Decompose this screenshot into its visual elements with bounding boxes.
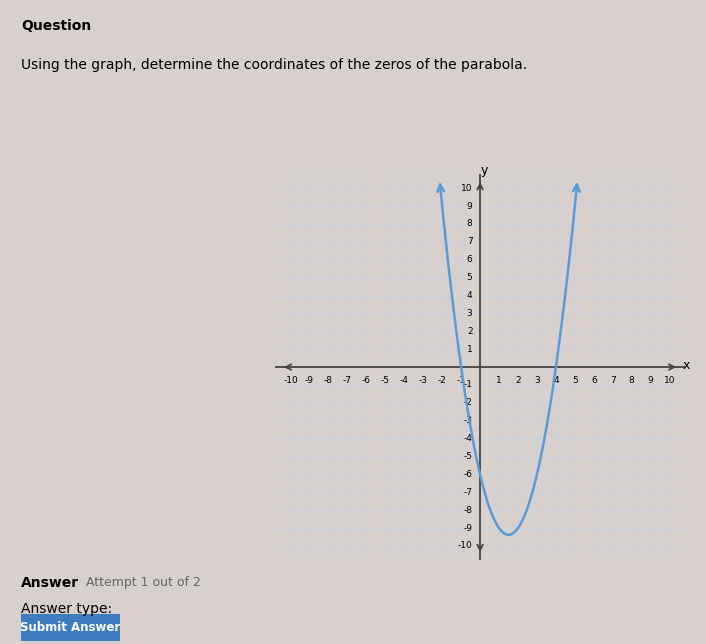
Text: 9: 9 [648, 376, 654, 385]
Text: Answer type:: Answer type: [21, 602, 112, 616]
Text: Using the graph, determine the coordinates of the zeros of the parabola.: Using the graph, determine the coordinat… [21, 58, 527, 72]
Text: -10: -10 [283, 376, 298, 385]
Text: 6: 6 [467, 255, 472, 264]
Text: 6: 6 [591, 376, 597, 385]
Text: -7: -7 [343, 376, 352, 385]
Text: -6: -6 [464, 470, 472, 479]
Text: 2: 2 [515, 376, 521, 385]
Text: 7: 7 [610, 376, 616, 385]
Text: 2: 2 [467, 327, 472, 336]
Text: -1: -1 [464, 381, 472, 390]
Text: 3: 3 [534, 376, 540, 385]
Text: -6: -6 [362, 376, 371, 385]
Text: y: y [480, 164, 488, 178]
Text: -2: -2 [464, 399, 472, 408]
Text: -2: -2 [438, 376, 447, 385]
Text: 1: 1 [496, 376, 502, 385]
Text: -4: -4 [464, 434, 472, 443]
Text: -7: -7 [464, 488, 472, 497]
Text: Question: Question [21, 19, 92, 33]
Text: -5: -5 [381, 376, 390, 385]
Text: 9: 9 [467, 202, 472, 211]
Text: -3: -3 [419, 376, 428, 385]
Text: 7: 7 [467, 238, 472, 247]
Text: 5: 5 [467, 273, 472, 282]
Text: 4: 4 [553, 376, 558, 385]
Text: 4: 4 [467, 291, 472, 300]
Text: Answer: Answer [21, 576, 79, 591]
Text: 10: 10 [461, 184, 472, 193]
Text: -1: -1 [457, 376, 466, 385]
Text: x: x [683, 359, 690, 372]
Text: -10: -10 [457, 542, 472, 551]
Text: -3: -3 [464, 416, 472, 425]
Text: Attempt 1 out of 2: Attempt 1 out of 2 [78, 576, 201, 589]
Text: Submit Answer: Submit Answer [20, 621, 121, 634]
Text: 3: 3 [467, 309, 472, 318]
Text: -8: -8 [324, 376, 333, 385]
Text: -5: -5 [464, 452, 472, 461]
Text: -4: -4 [400, 376, 409, 385]
Text: 1: 1 [467, 345, 472, 354]
Text: -9: -9 [464, 524, 472, 533]
Text: 8: 8 [467, 220, 472, 229]
Text: 8: 8 [629, 376, 635, 385]
Text: -8: -8 [464, 506, 472, 515]
Text: 5: 5 [572, 376, 578, 385]
Text: 10: 10 [664, 376, 676, 385]
Text: -9: -9 [305, 376, 314, 385]
